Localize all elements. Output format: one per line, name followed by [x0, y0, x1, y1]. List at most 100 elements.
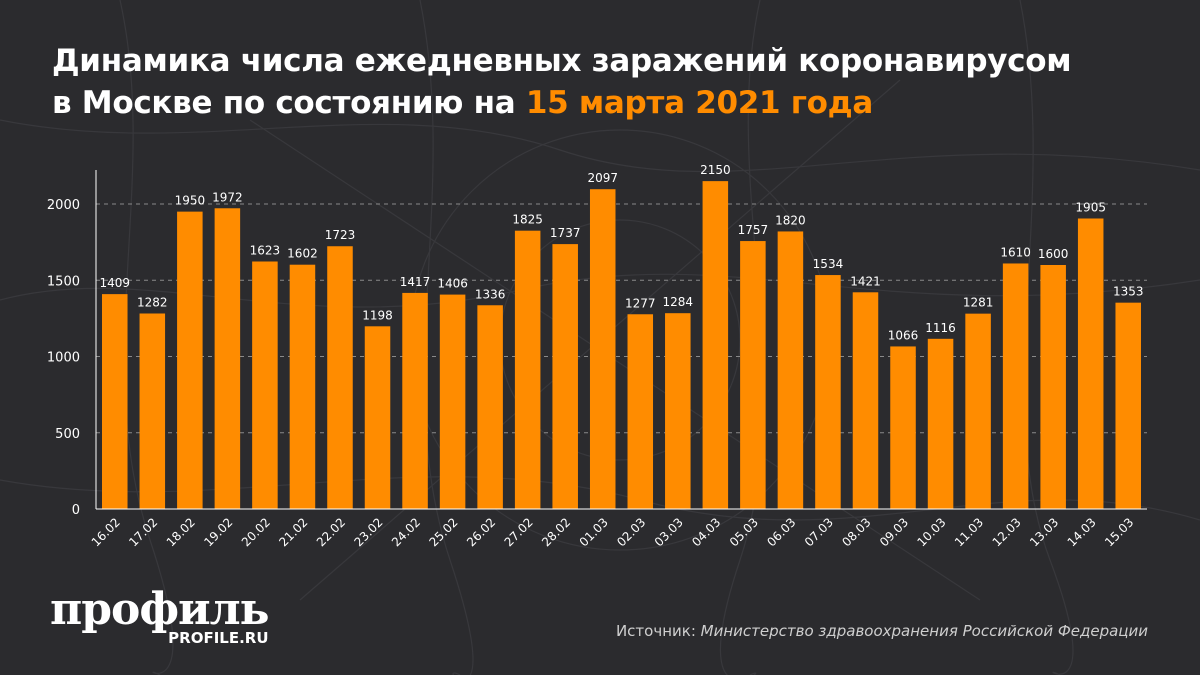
bar	[364, 326, 391, 509]
logo-wordmark: профиль	[50, 584, 270, 635]
bar	[740, 241, 766, 509]
y-tick-label: 2000	[47, 198, 80, 213]
bar	[890, 346, 916, 509]
x-tick-label: 08.03	[839, 515, 873, 549]
bar	[965, 313, 991, 509]
title-date-highlight: 15 марта 2021 года	[525, 85, 874, 121]
bar	[1115, 302, 1141, 509]
bar-value-label: 1534	[813, 257, 844, 271]
bar-value-label: 1277	[625, 296, 656, 310]
bar-value-label: 1353	[1113, 285, 1144, 299]
title-line1: Динамика числа ежедневных заражений коро…	[52, 43, 1072, 79]
x-tick-label: 18.02	[164, 515, 198, 549]
x-tick-label: 04.03	[689, 515, 723, 549]
x-tick-label: 13.03	[1027, 515, 1061, 549]
bar	[1040, 265, 1066, 509]
bar	[102, 294, 128, 509]
bar	[702, 181, 729, 509]
source-label: Источник:	[615, 622, 701, 640]
bar-value-label: 1602	[287, 247, 318, 261]
y-tick-label: 1000	[47, 351, 80, 366]
x-tick-label: 15.03	[1102, 515, 1136, 549]
x-tick-label: 02.03	[614, 515, 648, 549]
bar-value-label: 1066	[888, 328, 919, 342]
title-line2-prefix: в Москве по состоянию на	[52, 85, 526, 121]
bar-value-label: 1336	[475, 287, 506, 301]
bar	[589, 189, 616, 509]
x-tick-label: 10.03	[914, 515, 948, 549]
bar	[627, 314, 654, 509]
y-tick-label: 0	[72, 503, 80, 518]
x-tick-label: 23.02	[351, 515, 385, 549]
bar-value-label: 1417	[400, 275, 431, 289]
bar	[477, 305, 503, 509]
bar	[214, 208, 241, 509]
bar-value-label: 1825	[512, 213, 543, 227]
bar	[1077, 218, 1104, 510]
x-tick-label: 17.02	[126, 515, 160, 549]
x-tick-label: 12.03	[990, 515, 1024, 549]
bar	[177, 211, 203, 509]
bar	[927, 338, 954, 509]
bar	[514, 230, 541, 509]
x-tick-label: 09.03	[877, 515, 911, 549]
x-tick-label: 03.03	[652, 515, 686, 549]
x-tick-label: 01.03	[577, 515, 611, 549]
bar-value-label: 1406	[437, 277, 468, 291]
x-tick-label: 11.03	[952, 515, 986, 549]
bars: 1409 1282 1950 1972 1623 1602 1723 1198 1417 1406…	[99, 163, 1144, 510]
x-tick-label: 24.02	[389, 515, 423, 549]
bar-value-label: 1116	[925, 321, 956, 335]
x-tick-label: 20.02	[239, 515, 273, 549]
x-tick-label: 06.03	[764, 515, 798, 549]
bar-value-label: 1282	[137, 295, 168, 309]
y-tick-label: 500	[55, 427, 80, 442]
bar	[139, 313, 166, 509]
bar	[327, 246, 353, 509]
bar-value-label: 1757	[738, 223, 769, 237]
source-caption: Источник: Министерство здравоохранения Р…	[616, 622, 1148, 640]
source-name: Министерство здравоохранения Российской …	[700, 622, 1148, 640]
profile-logo: профиль PROFILE.RU	[50, 584, 270, 647]
bar-value-label: 1409	[99, 276, 130, 290]
bar-value-label: 1610	[1000, 245, 1031, 259]
bar	[665, 313, 691, 509]
x-tick-label: 27.02	[502, 515, 536, 549]
bar-value-label: 1284	[663, 295, 694, 309]
x-tick-label: 14.03	[1065, 515, 1099, 549]
chart-title: Динамика числа ежедневных заражений коро…	[52, 40, 1162, 124]
x-tick-label: 07.03	[802, 515, 836, 549]
x-tick-label: 19.02	[201, 515, 235, 549]
y-tick-label: 1500	[47, 274, 80, 289]
x-tick-label: 16.02	[89, 515, 123, 549]
bar-value-label: 1281	[963, 296, 994, 310]
bar-value-label: 1623	[250, 243, 281, 257]
bar	[815, 275, 841, 509]
bar-value-label: 1421	[850, 274, 881, 288]
bar-value-label: 1723	[325, 228, 356, 242]
x-tick-label: 05.03	[727, 515, 761, 549]
bar-value-label: 1950	[175, 194, 206, 208]
bar-value-label: 2097	[587, 171, 618, 185]
bar-value-label: 1737	[550, 226, 581, 240]
bar	[777, 231, 804, 509]
bar-value-label: 1972	[212, 190, 243, 204]
bar	[252, 261, 278, 509]
x-tick-label: 26.02	[464, 515, 498, 549]
bar-value-label: 1198	[362, 308, 393, 322]
bar	[439, 294, 466, 509]
bar-value-label: 2150	[700, 163, 731, 177]
logo-site: PROFILE.RU	[168, 629, 269, 647]
bar	[552, 244, 578, 510]
x-tick-label: 25.02	[427, 515, 461, 549]
x-tick-label: 22.02	[314, 515, 348, 549]
x-tick-label: 21.02	[276, 515, 310, 549]
bar	[402, 292, 428, 509]
bar-value-label: 1820	[775, 213, 806, 227]
bar	[289, 264, 316, 509]
bar-value-label: 1600	[1038, 247, 1069, 261]
bar	[1002, 263, 1029, 509]
x-tick-label: 28.02	[539, 515, 573, 549]
bar	[852, 292, 879, 509]
